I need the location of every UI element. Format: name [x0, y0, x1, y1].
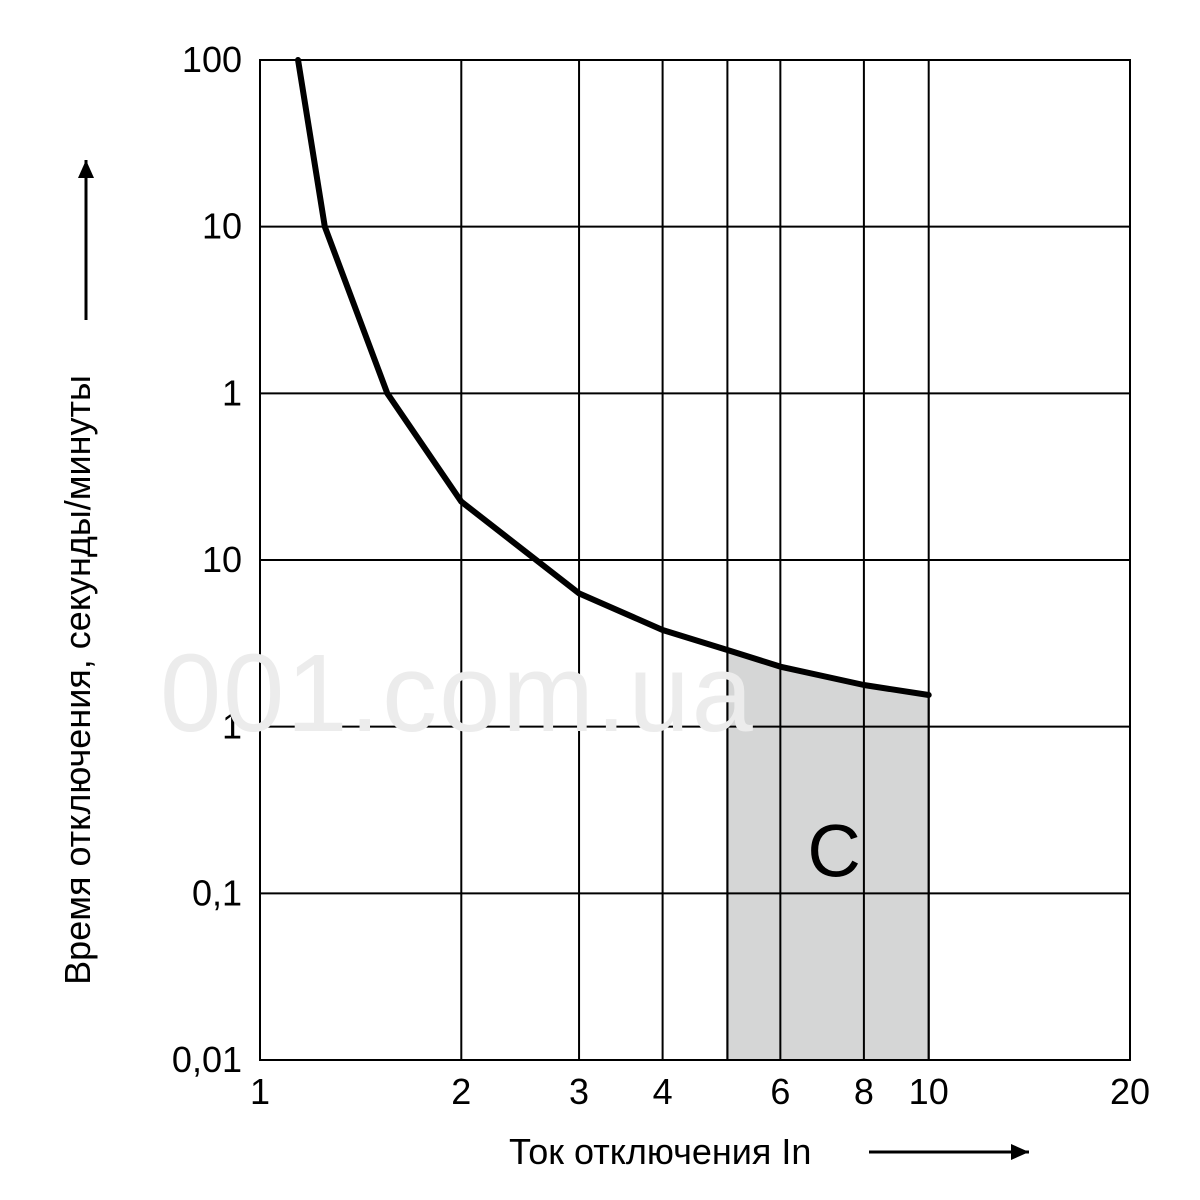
svg-text:Время отключения, секунды/мину: Время отключения, секунды/минуты	[57, 375, 98, 985]
svg-text:10: 10	[202, 539, 242, 580]
svg-text:100: 100	[182, 39, 242, 80]
svg-text:C: C	[807, 810, 860, 893]
chart-container: C 1 2 3 4 6 8 10 20 0,01 0,1 1 10 1 10 100 Ток отключени…	[0, 0, 1200, 1200]
svg-text:0,01: 0,01	[172, 1039, 242, 1080]
svg-text:8: 8	[854, 1071, 874, 1112]
svg-text:3: 3	[569, 1071, 589, 1112]
svg-text:6: 6	[770, 1071, 790, 1112]
svg-text:2: 2	[451, 1071, 471, 1112]
svg-text:20: 20	[1110, 1071, 1150, 1112]
svg-text:1: 1	[222, 372, 242, 413]
svg-text:1: 1	[222, 706, 242, 747]
trip-curve-chart: C 1 2 3 4 6 8 10 20 0,01 0,1 1 10 1 10 100 Ток отключени…	[0, 0, 1200, 1200]
svg-text:4: 4	[653, 1071, 673, 1112]
svg-text:0,1: 0,1	[192, 872, 242, 913]
svg-text:1: 1	[250, 1071, 270, 1112]
svg-text:10: 10	[909, 1071, 949, 1112]
svg-text:10: 10	[202, 206, 242, 247]
svg-text:Ток отключения In: Ток отключения In	[509, 1131, 811, 1172]
